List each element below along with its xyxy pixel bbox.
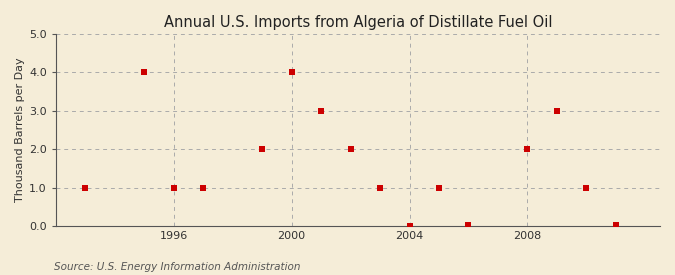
Point [139, 70, 150, 75]
Point [433, 185, 444, 190]
Point [256, 147, 267, 151]
Point [168, 185, 179, 190]
Point [404, 224, 415, 228]
Point [463, 223, 474, 227]
Point [522, 147, 533, 151]
Point [610, 223, 621, 227]
Point [286, 70, 297, 75]
Point [551, 109, 562, 113]
Y-axis label: Thousand Barrels per Day: Thousand Barrels per Day [15, 57, 25, 202]
Point [345, 147, 356, 151]
Point [80, 185, 91, 190]
Point [375, 185, 385, 190]
Text: Source: U.S. Energy Information Administration: Source: U.S. Energy Information Administ… [54, 262, 300, 272]
Point [316, 109, 327, 113]
Point [581, 185, 592, 190]
Point [198, 185, 209, 190]
Title: Annual U.S. Imports from Algeria of Distillate Fuel Oil: Annual U.S. Imports from Algeria of Dist… [164, 15, 552, 30]
